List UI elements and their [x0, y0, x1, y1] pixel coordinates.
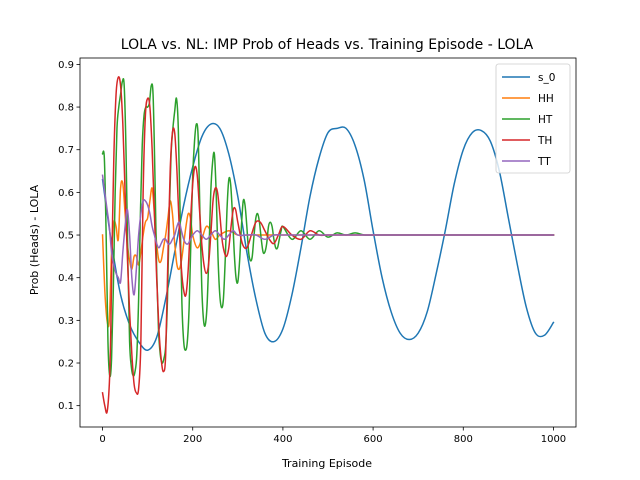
y-axis-label: Prob (Heads) - LOLA	[28, 184, 41, 295]
series-line-s-0	[101, 122, 555, 351]
y-tick-label: 0.4	[58, 273, 74, 284]
y-tick-label: 0.9	[58, 60, 74, 71]
y-tick-label: 0.8	[58, 103, 74, 114]
y-tick-label: 0.7	[58, 145, 74, 156]
legend-box	[495, 63, 571, 174]
series-line-ht	[101, 78, 555, 378]
legend-label: HT	[538, 114, 553, 126]
x-tick-label: 200	[183, 434, 202, 445]
y-tick-label: 0.1	[58, 401, 74, 412]
x-tick-label: 400	[273, 434, 292, 445]
chart-title: LOLA vs. NL: IMP Prob of Heads vs. Train…	[121, 37, 534, 53]
series-line-tt	[101, 174, 555, 296]
y-tick-label: 0.3	[58, 316, 74, 327]
legend-label: s_0	[538, 72, 555, 84]
y-tick-label: 0.5	[58, 231, 74, 242]
x-axis-label: Training Episode	[281, 457, 372, 470]
x-tick-label: 800	[454, 434, 473, 445]
plot-frame	[79, 57, 577, 428]
plot-area	[101, 76, 555, 414]
series-line-th	[101, 76, 555, 414]
legend: s_0 HH HT TH TT	[495, 63, 571, 174]
legend-label: TT	[537, 156, 551, 168]
y-tick-label: 0.6	[58, 188, 74, 199]
x-tick-label: 0	[99, 434, 105, 445]
y-tick-label: 0.2	[58, 359, 74, 370]
x-tick-label: 1000	[541, 434, 566, 445]
legend-label: TH	[537, 135, 552, 147]
legend-label: HH	[538, 93, 554, 105]
axes: 0 200 400 600 800 1000 0.1 0.2 0.3 0.4 0.5 0.6 0.7 0.…	[58, 57, 577, 445]
x-tick-label: 600	[364, 434, 383, 445]
